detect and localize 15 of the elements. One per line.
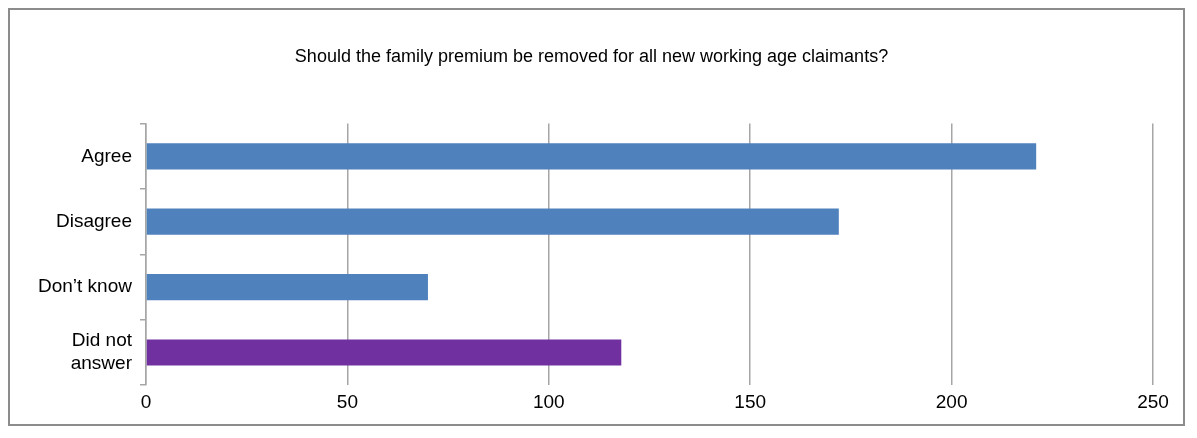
x-tick-label: 200 — [935, 390, 968, 412]
bar — [146, 339, 622, 366]
chart-title: Should the family premium be removed for all new working age claimants? — [294, 45, 889, 66]
bar — [146, 208, 839, 235]
bar — [146, 143, 1037, 170]
y-tick-label: Agree — [81, 144, 132, 166]
x-tick-label: 50 — [336, 390, 358, 412]
x-tick-label: 100 — [532, 390, 565, 412]
x-tick-label: 0 — [140, 390, 152, 412]
bar — [146, 274, 428, 301]
x-tick-label: 250 — [1137, 390, 1169, 412]
x-tick-label: 150 — [734, 390, 767, 412]
y-tick-label: Disagree — [55, 209, 132, 231]
y-tick-label: Did not answer — [70, 329, 133, 374]
y-tick-label: Don’t know — [37, 275, 133, 297]
